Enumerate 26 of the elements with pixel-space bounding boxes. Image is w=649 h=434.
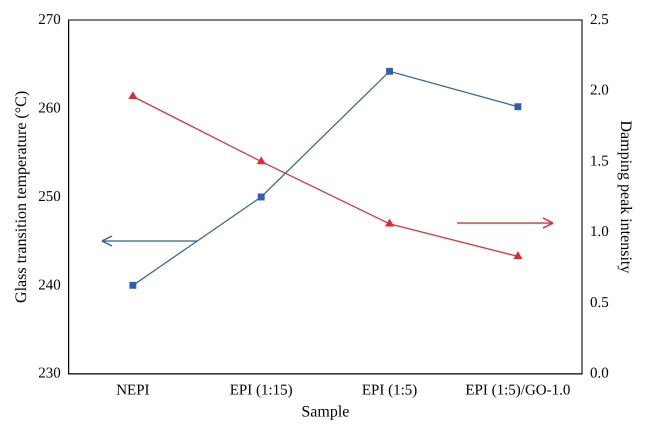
- x-tick-label: EPI (1:15): [230, 382, 293, 399]
- x-axis-title: Sample: [301, 404, 350, 421]
- point: [128, 92, 137, 100]
- point: [257, 156, 266, 164]
- point: [386, 68, 393, 75]
- y2-axis-title: Damping peak intensity: [617, 120, 634, 274]
- y2-tick-label: 2.5: [590, 12, 609, 28]
- y-tick-label: 250: [38, 188, 61, 205]
- y-tick-label: 260: [38, 100, 61, 116]
- y2-tick-label: 0.5: [590, 294, 609, 311]
- point: [129, 282, 136, 289]
- point: [258, 193, 265, 200]
- y2-tick-label: 0.0: [590, 366, 609, 382]
- y2-tick-label: 1.0: [590, 224, 609, 240]
- point: [385, 219, 394, 226]
- point: [514, 252, 522, 259]
- y-tick-label: 230: [38, 366, 61, 382]
- x-tick-label: NEPI: [116, 382, 150, 399]
- y-axis-title: Glass transition temperature (°C): [12, 90, 30, 303]
- x-tick-label: EPI (1:5)/GO-1.0: [465, 382, 570, 399]
- y2-tick-label: 2.0: [590, 82, 609, 99]
- point: [514, 103, 522, 110]
- y-tick-label: 270: [38, 12, 61, 28]
- x-tick-label: EPI (1:5): [362, 382, 418, 399]
- y2-tick-label: 1.5: [590, 153, 609, 170]
- y-tick-label: 240: [38, 277, 61, 294]
